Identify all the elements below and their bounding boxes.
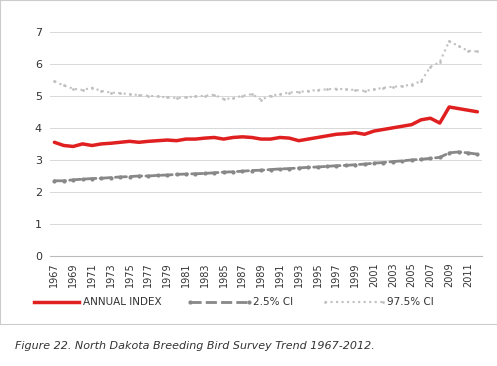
Text: ANNUAL INDEX: ANNUAL INDEX [83,297,162,307]
Text: 2.5% CI: 2.5% CI [253,297,293,307]
Text: Figure 22. North Dakota Breeding Bird Survey Trend 1967-2012.: Figure 22. North Dakota Breeding Bird Su… [15,341,375,351]
Text: 97.5% CI: 97.5% CI [387,297,434,307]
